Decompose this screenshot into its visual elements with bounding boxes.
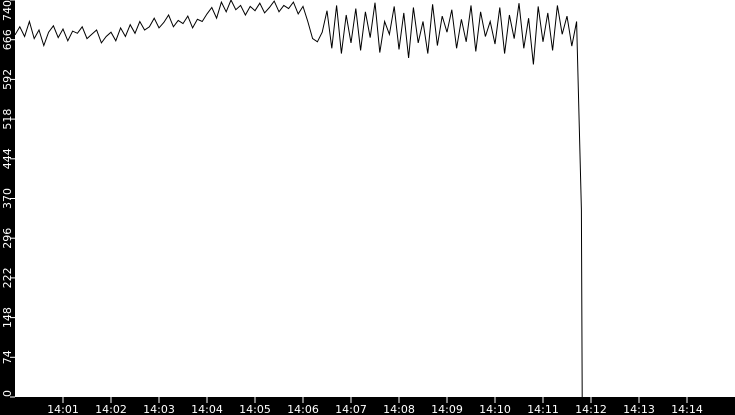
y-tick-label: 0 bbox=[1, 390, 14, 397]
y-tick-label: 74 bbox=[1, 350, 14, 364]
x-tick-label: 14:13 bbox=[623, 403, 655, 415]
y-tick-label: 666 bbox=[1, 29, 14, 50]
series-line bbox=[14, 0, 583, 398]
y-tick-label: 148 bbox=[1, 307, 14, 328]
x-tick-label: 14:09 bbox=[431, 403, 463, 415]
x-tick-label: 14:11 bbox=[527, 403, 559, 415]
x-tick-label: 14:02 bbox=[95, 403, 127, 415]
y-tick-label: 296 bbox=[1, 228, 14, 249]
y-tick-label: 444 bbox=[1, 148, 14, 169]
x-tick-label: 14:01 bbox=[47, 403, 79, 415]
x-tick-label: 14:10 bbox=[479, 403, 511, 415]
x-tick-label: 14:06 bbox=[287, 403, 319, 415]
y-axis: 0 74 148 222 296 370 444 518 592 666 740 bbox=[1, 0, 15, 398]
y-tick-label: 518 bbox=[1, 109, 14, 130]
plot-area bbox=[15, 0, 735, 397]
x-tick-label: 14:07 bbox=[335, 403, 367, 415]
x-tick-label: 14:14 bbox=[671, 403, 703, 415]
y-tick-label: 370 bbox=[1, 188, 14, 209]
y-tick-label: 592 bbox=[1, 69, 14, 90]
x-tick-label: 14:12 bbox=[575, 403, 607, 415]
x-axis: 14:01 14:02 14:03 14:04 14:05 14:06 14:07 14:08… bbox=[47, 397, 703, 415]
y-tick-label: 222 bbox=[1, 267, 14, 288]
x-tick-label: 14:04 bbox=[191, 403, 223, 415]
y-tick-label: 740 bbox=[1, 0, 14, 21]
x-tick-label: 14:03 bbox=[143, 403, 175, 415]
x-tick-label: 14:05 bbox=[239, 403, 271, 415]
x-tick-label: 14:08 bbox=[383, 403, 415, 415]
